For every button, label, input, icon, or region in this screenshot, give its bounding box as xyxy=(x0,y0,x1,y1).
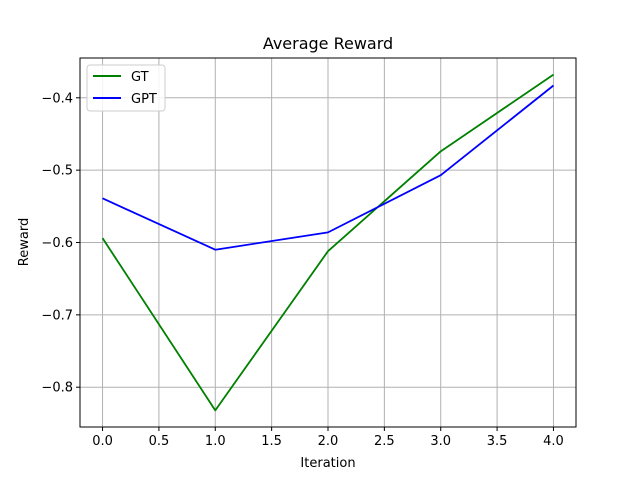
y-tick-label: −0.7 xyxy=(41,308,73,323)
grid xyxy=(80,58,576,427)
legend-label-gpt: GPT xyxy=(131,92,157,107)
y-tick-label: −0.4 xyxy=(41,91,73,106)
series-line-gpt xyxy=(102,84,555,251)
y-tick-label: −0.5 xyxy=(41,164,73,179)
y-tick-label: −0.8 xyxy=(41,381,73,396)
x-tick-label: 0.0 xyxy=(92,434,113,449)
x-tick-label: 1.5 xyxy=(261,434,282,449)
x-tick-label: 2.0 xyxy=(318,434,339,449)
ticks: 0.0 0.5 1.0 1.5 2.0 2.5 3.0 3.5 4.0 −0.8 −0.7 −0.6 −… xyxy=(41,91,563,449)
x-axis-label: Iteration xyxy=(300,456,355,471)
x-tick-label: 1.0 xyxy=(205,434,226,449)
series-lines xyxy=(101,73,555,412)
x-tick-label: 3.5 xyxy=(487,434,508,449)
legend: GT GPT xyxy=(86,64,166,112)
x-tick-label: 3.0 xyxy=(430,434,451,449)
legend-label-gt: GT xyxy=(131,70,149,85)
x-tick-label: 4.0 xyxy=(543,434,564,449)
x-tick-label: 2.5 xyxy=(374,434,395,449)
series-line-gt xyxy=(101,73,554,412)
y-tick-label: −0.6 xyxy=(41,236,73,251)
chart-title: Average Reward xyxy=(263,34,393,53)
x-tick-label: 0.5 xyxy=(149,434,170,449)
y-axis-label: Reward xyxy=(17,218,32,266)
